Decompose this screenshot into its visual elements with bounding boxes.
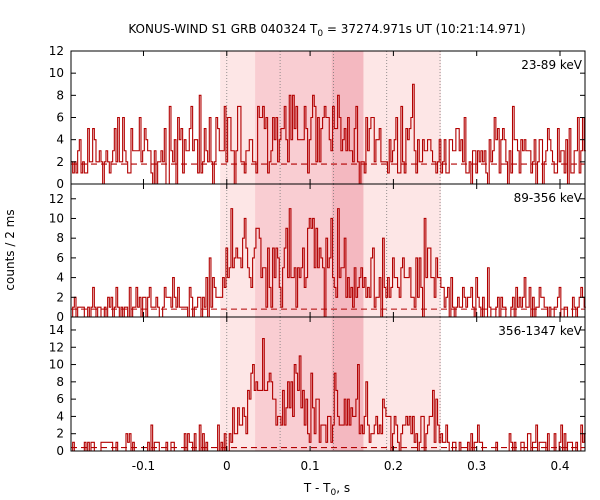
y-tick-label: 4 <box>56 271 64 285</box>
y-tick-label: 8 <box>56 88 64 102</box>
y-tick-label: 0 <box>56 310 64 324</box>
y-tick-label: 12 <box>49 192 64 206</box>
y-tick-label: 4 <box>56 133 64 147</box>
y-tick-label: 10 <box>49 211 64 225</box>
y-tick-label: 10 <box>49 358 64 372</box>
panel-3: 0 2 4 6 8 10 12 14 -0.1 0 0.1 0.2 0.3 0.4 356-1347 keV <box>49 316 586 473</box>
y-tick-label: 8 <box>56 231 64 245</box>
light-curve-2 <box>71 208 586 318</box>
energy-band-label: 23-89 keV <box>521 58 583 72</box>
x-tick-label: 0.1 <box>301 459 320 473</box>
title-rest: = 37274.971s UT (10:21:14.971) <box>323 22 526 36</box>
title-main: KONUS-WIND S1 GRB 040324 T <box>128 22 318 36</box>
x-tick-label: 0 <box>223 459 231 473</box>
y-tick-label: 12 <box>49 44 64 58</box>
y-tick-label: 0 <box>56 177 64 191</box>
energy-band-label: 89-356 keV <box>514 191 583 205</box>
xlabel-rest: , s <box>336 481 350 495</box>
energy-band-label: 356-1347 keV <box>498 324 582 338</box>
x-tick-label: 0.3 <box>467 459 486 473</box>
x-axis-label: T - T0, s <box>303 481 350 498</box>
panel-frame-3 <box>70 316 586 452</box>
panel-1: 0 2 4 6 8 10 12 23-89 keV <box>49 44 586 191</box>
y-axis-label: counts / 2 ms <box>3 209 17 290</box>
x-tick-label: 0.4 <box>550 459 569 473</box>
y-tick-label: 8 <box>56 375 64 389</box>
y-tick-label: 0 <box>56 444 64 458</box>
xlabel-main: T - T <box>303 481 331 495</box>
y-tick-label: 2 <box>56 155 64 169</box>
y-tick-label: 12 <box>49 340 64 354</box>
y-tick-label: 4 <box>56 409 64 423</box>
panel-2: 0 2 4 6 8 10 12 89-356 keV <box>49 183 586 324</box>
y-tick-label: 6 <box>56 111 64 125</box>
chart-title: KONUS-WIND S1 GRB 040324 T0 = 37274.971s… <box>128 22 525 39</box>
y-tick-label: 2 <box>56 290 64 304</box>
y-tick-label: 14 <box>49 323 64 337</box>
xlabel-subscript: 0 <box>331 488 337 498</box>
y-tick-label: 2 <box>56 427 64 441</box>
shaded-region-3 <box>331 317 364 451</box>
title-subscript: 0 <box>317 29 323 39</box>
y-tick-label: 6 <box>56 251 64 265</box>
y-tick-label: 6 <box>56 392 64 406</box>
x-tick-label: 0.2 <box>384 459 403 473</box>
y-tick-label: 10 <box>49 66 64 80</box>
panels: 0 2 4 6 8 10 12 23-89 keV 0 2 4 6 8 10 12 89-356 keV 0 2 4… <box>49 44 586 473</box>
x-tick-label: -0.1 <box>132 459 155 473</box>
